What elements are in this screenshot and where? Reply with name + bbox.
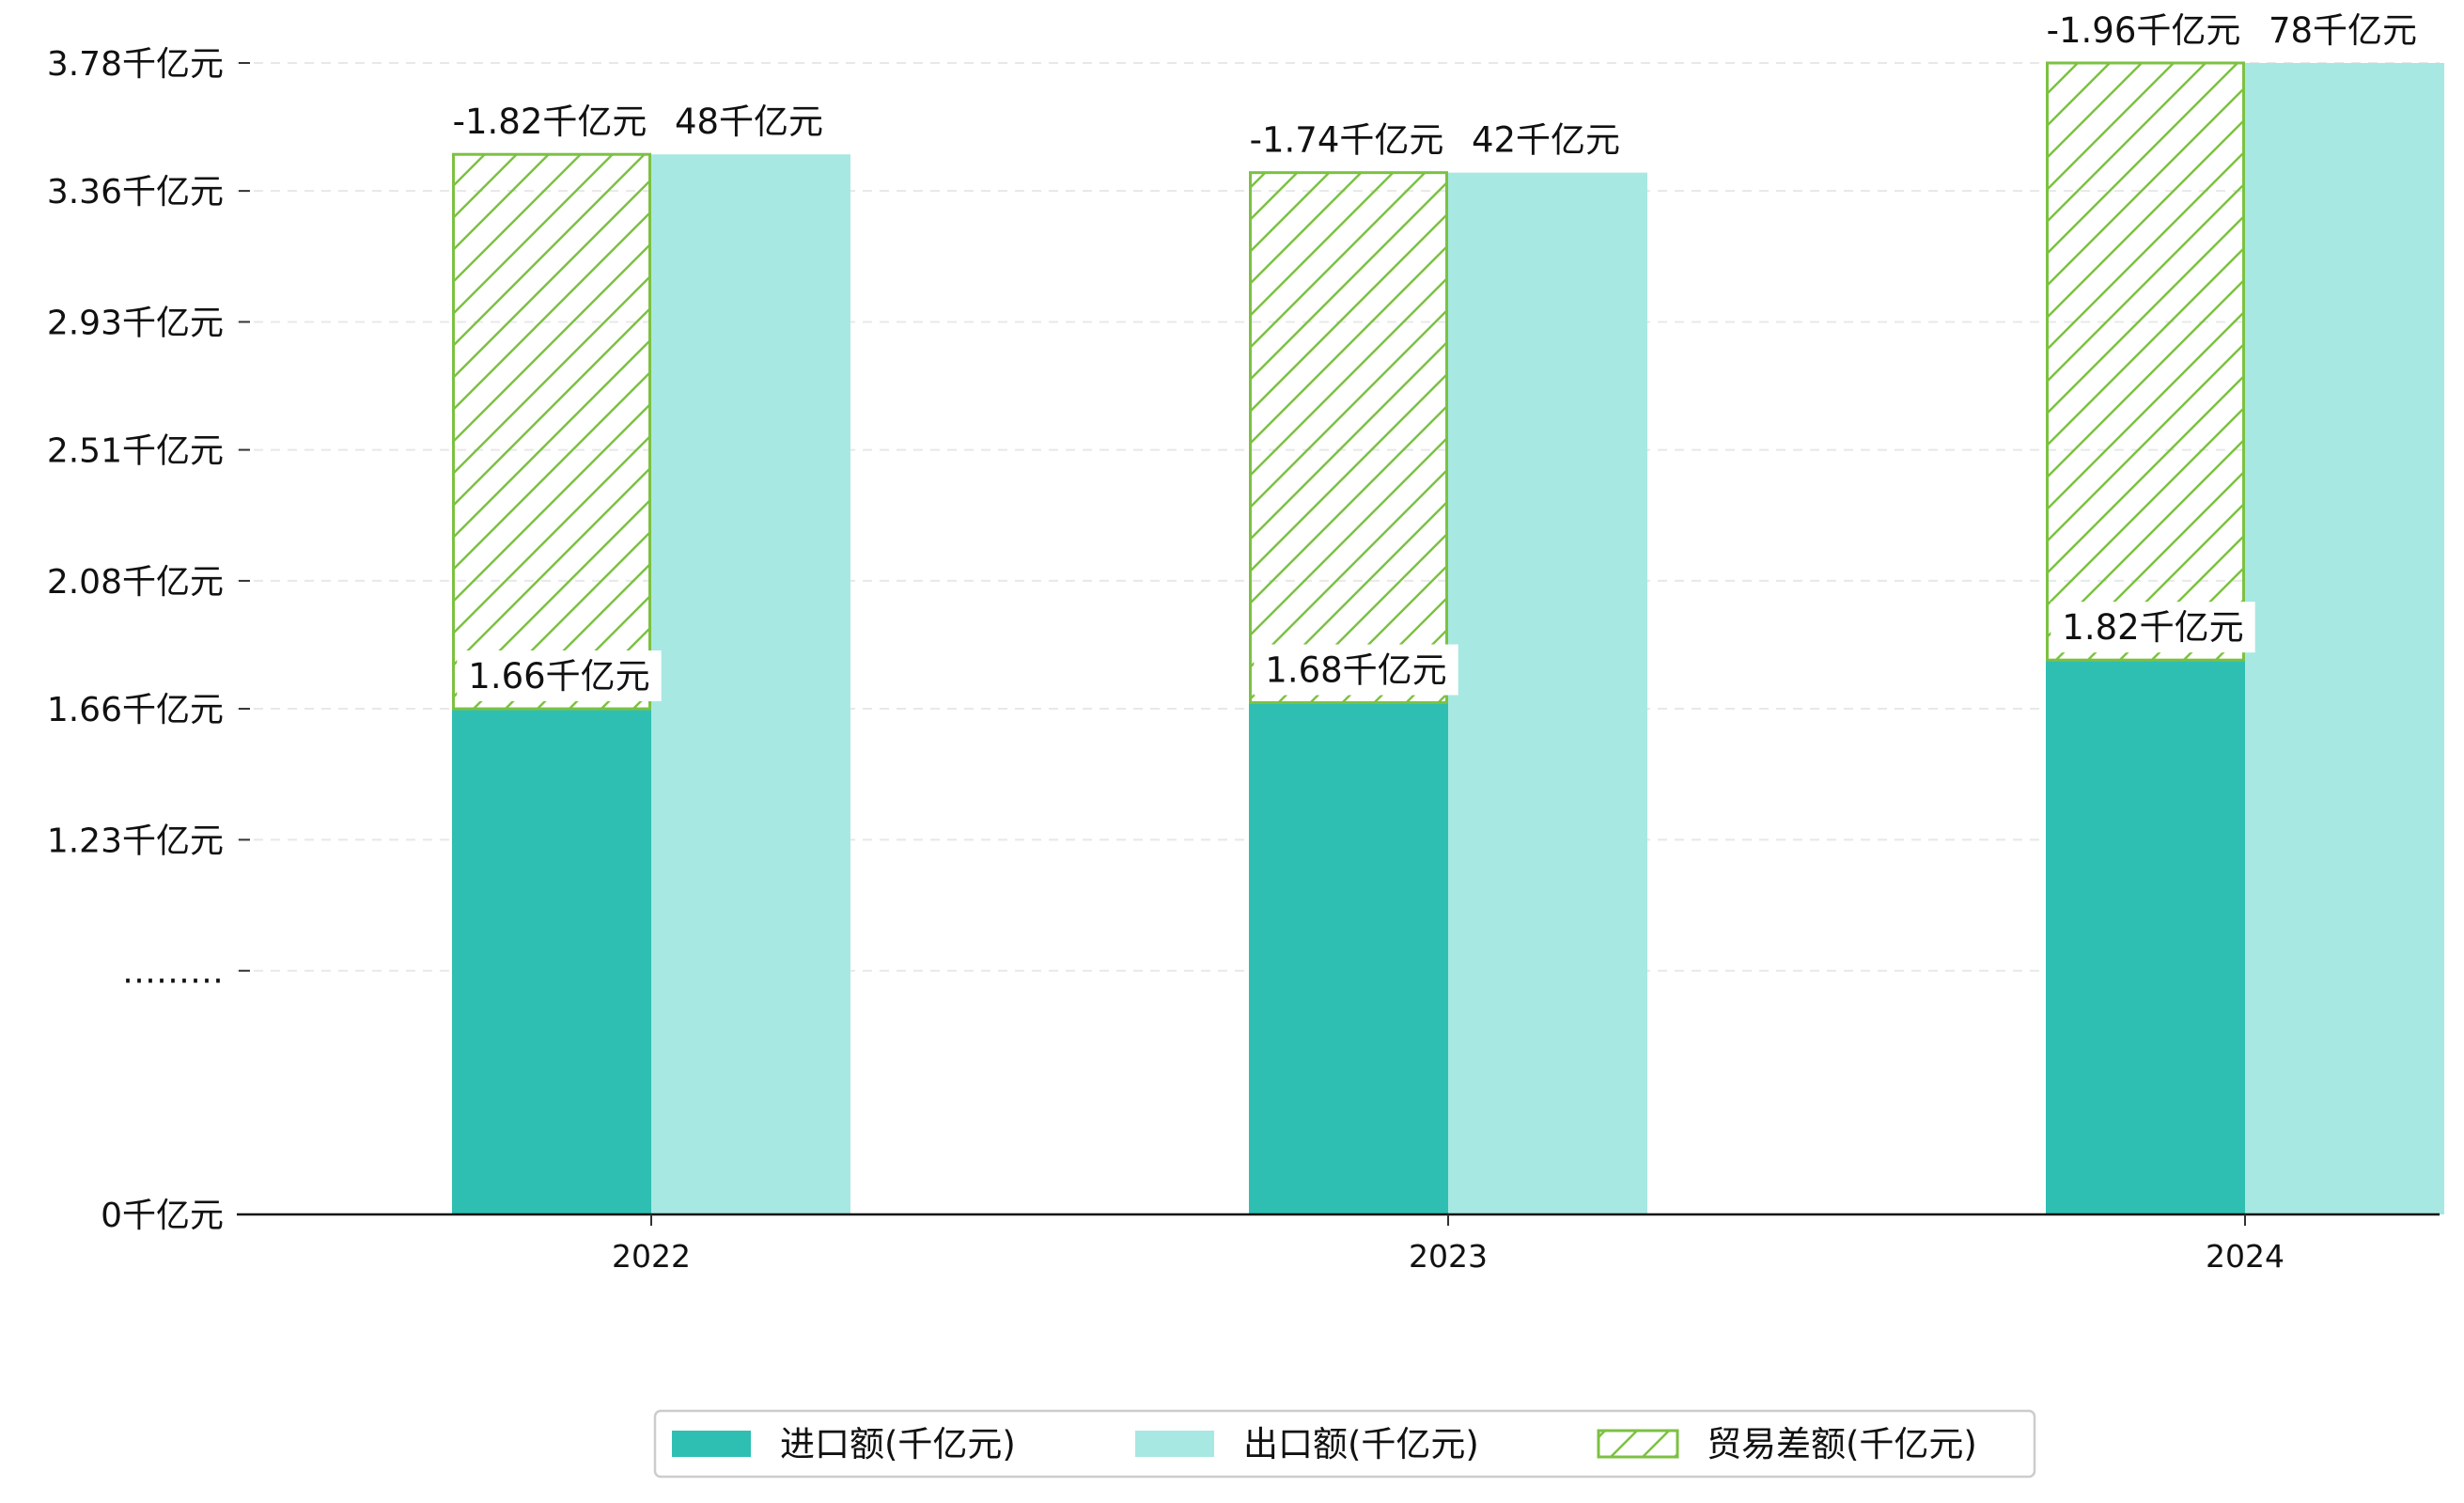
export-value-label-2023: 42千亿元 [1472,120,1620,161]
y-tick-label-0: 0千亿元 [101,1197,224,1235]
export-value-label-2024-background [2256,5,2429,55]
legend-trade-balance-label: 贸易差额(千亿元) [1707,1424,1977,1464]
export-value-label-2024: 78千亿元 [2269,10,2417,51]
legend-import-label: 进口额(千亿元) [780,1424,1016,1464]
trade-balance-bar-2024 [2046,61,2245,662]
import-bar-2024 [2046,660,2245,1214]
export-bar-2023 [1448,172,1647,1215]
import-value-label-2024: 1.82千亿元 [2062,607,2243,648]
data-labels: 1.66千亿元 -1.82千亿元 48千亿元 1.68千亿元 -1.74千亿元 42千亿元… [441,5,2429,702]
axes: 0千亿元 ……… 1.23千亿元 1.66千亿元 2.08千亿元 2.51千亿元 2.93千… [47,45,2440,1275]
export-value-label-2022-background [663,96,835,148]
y-tick-label-1: ……… [122,953,224,992]
x-tick-label-2023: 2023 [1409,1238,1488,1275]
export-bar-2022 [651,154,850,1215]
y-tick-label-8: 3.78千亿元 [47,45,224,84]
legend-trade-balance-swatch [1597,1429,1679,1459]
legend-import-swatch [672,1431,751,1457]
trade-balance-value-label-2024: -1.96千亿元 [2047,10,2241,51]
import-value-label-2023-background [1254,644,1458,696]
y-tick-label-5: 2.51千亿元 [47,432,224,471]
y-tick-label-3: 1.66千亿元 [47,691,224,729]
y-tick-label-2: 1.23千亿元 [47,822,224,860]
import-value-label-2023: 1.68千亿元 [1265,650,1446,691]
import-value-label-2022: 1.66千亿元 [468,656,649,697]
legend-box [653,1409,2036,1479]
y-tick-label-4: 2.08千亿元 [47,563,224,602]
export-value-label-2022: 48千亿元 [675,102,823,142]
trade-balance-value-label-2022: -1.82千亿元 [453,102,647,142]
import-value-label-2024-background [2051,602,2255,653]
trade-balance-bar-2023 [1249,171,1448,705]
x-tick-label-2024: 2024 [2206,1238,2285,1275]
import-bar-2022 [452,709,651,1214]
import-value-label-2022-background [457,650,662,702]
x-tick-label-2022: 2022 [612,1238,691,1275]
export-bar-2024 [2245,63,2444,1214]
import-bar-2023 [1249,702,1448,1214]
trade-balance-value-label-2023-background [1238,114,1456,165]
trade-balance-bar-2022 [452,152,651,711]
trade-balance-value-label-2023: -1.74千亿元 [1250,120,1444,161]
bars [452,61,2444,1215]
y-tick-label-6: 2.93千亿元 [47,304,224,342]
legend-export-label: 出口额(千亿元) [1243,1424,1479,1464]
y-tick-label-7: 3.36千亿元 [47,173,224,211]
legend-export-swatch [1135,1431,1214,1457]
trade-balance-value-label-2024-background [2035,5,2253,55]
export-value-label-2023-background [1459,114,1632,165]
legend: 进口额(千亿元) 出口额(千亿元) 贸易差额(千亿元) [653,1409,2036,1479]
trade-balance-value-label-2022-background [441,96,659,148]
